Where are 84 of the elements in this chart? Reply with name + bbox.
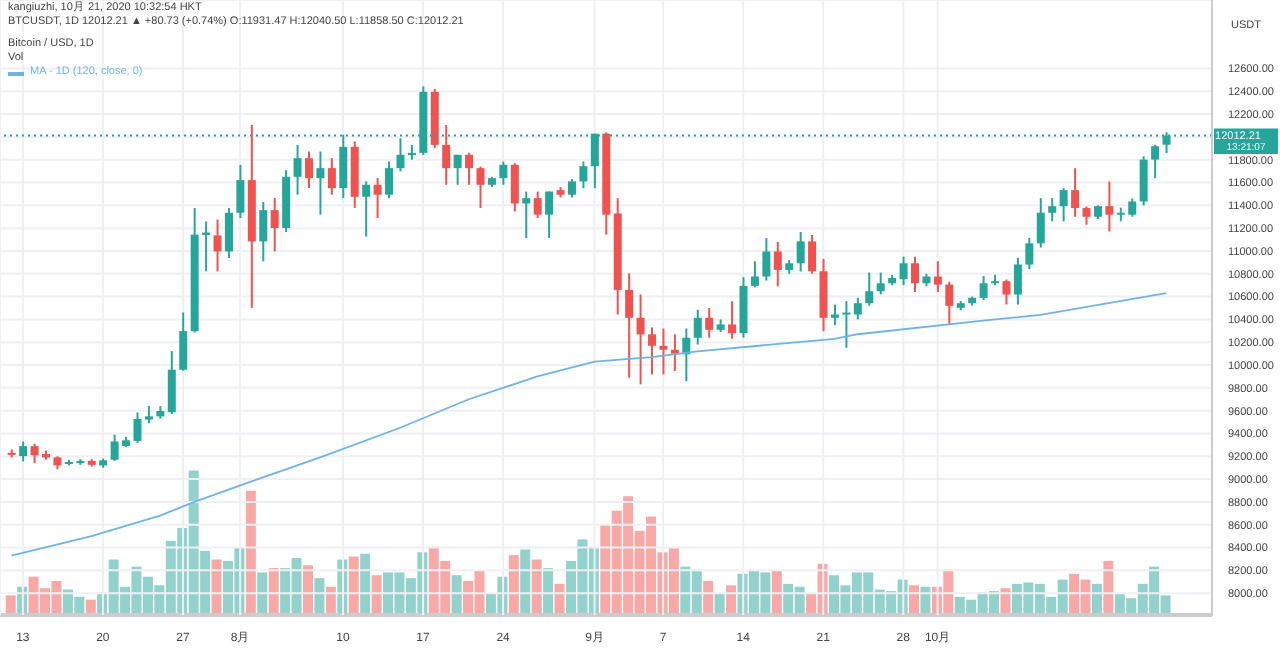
candlestick — [385, 160, 394, 200]
candlestick — [499, 160, 508, 186]
candlestick — [327, 157, 336, 196]
candlestick — [762, 237, 771, 282]
candlestick — [773, 240, 782, 288]
candlestick — [819, 257, 828, 333]
candlestick — [728, 300, 737, 340]
bar — [1103, 560, 1114, 614]
bar — [531, 559, 542, 614]
bar — [554, 583, 565, 614]
bar — [703, 581, 714, 614]
candlestick — [911, 255, 919, 294]
candlestick — [853, 296, 862, 321]
candlestick — [1139, 155, 1148, 207]
candlestick — [648, 326, 657, 376]
bar — [371, 575, 382, 614]
candlestick — [1025, 237, 1034, 271]
candlestick — [830, 303, 839, 327]
candlestick — [545, 190, 554, 240]
candlestick — [373, 177, 382, 220]
candlestick — [362, 180, 371, 238]
candlestick — [636, 293, 645, 386]
candlestick — [625, 272, 634, 379]
candlestick — [567, 178, 576, 199]
candlestick — [453, 153, 462, 186]
bar — [211, 559, 222, 614]
candlestick — [796, 231, 805, 273]
bar — [360, 553, 371, 614]
bar — [245, 490, 256, 614]
candlestick — [533, 190, 542, 219]
candlestick — [1082, 205, 1091, 226]
candlestick — [442, 123, 451, 186]
candlestick — [899, 255, 908, 287]
candlestick — [236, 163, 245, 220]
candlestick — [522, 190, 531, 240]
candlestick — [579, 160, 588, 190]
bar — [257, 572, 268, 614]
candlestick — [305, 150, 313, 190]
candlestick — [739, 276, 748, 339]
candlestick — [1036, 197, 1045, 249]
candlestick — [1059, 187, 1068, 223]
candlestick — [270, 197, 279, 253]
bar — [520, 549, 531, 614]
candlestick — [465, 151, 474, 186]
bar — [1091, 583, 1102, 614]
candlestick — [19, 440, 28, 463]
bar — [348, 556, 359, 614]
candlestick — [1151, 143, 1160, 180]
candlestick — [979, 275, 988, 302]
bar — [726, 585, 737, 614]
candlestick — [705, 307, 714, 339]
candlestick — [224, 207, 233, 260]
bar — [5, 595, 16, 614]
candlestick — [1013, 256, 1022, 306]
candlestick — [1048, 197, 1057, 223]
candlestick — [933, 260, 942, 294]
bar — [771, 570, 782, 614]
bar — [508, 555, 519, 614]
bar — [303, 565, 313, 614]
candlestick — [659, 327, 668, 376]
bar — [714, 593, 725, 614]
candlestick — [293, 143, 302, 196]
candlestick — [808, 233, 817, 275]
candlestick — [1105, 180, 1114, 233]
candlestick — [693, 308, 702, 346]
candlestick — [865, 271, 874, 307]
bar — [909, 585, 919, 614]
candlestick — [750, 260, 759, 289]
bar — [451, 575, 462, 614]
candlestick — [842, 300, 851, 349]
bar — [314, 578, 325, 614]
candlestick — [213, 218, 222, 273]
bar — [85, 599, 96, 614]
candlestick — [476, 165, 485, 210]
candlestick — [316, 150, 325, 216]
candlestick — [876, 271, 885, 296]
candlestick — [510, 162, 519, 213]
candlestick — [945, 280, 954, 326]
candlestick — [259, 200, 268, 263]
candlestick — [167, 350, 176, 416]
line-series — [10, 292, 1168, 557]
candlestick — [1002, 278, 1011, 306]
candlestick — [1071, 167, 1080, 218]
candlestick — [179, 311, 188, 372]
